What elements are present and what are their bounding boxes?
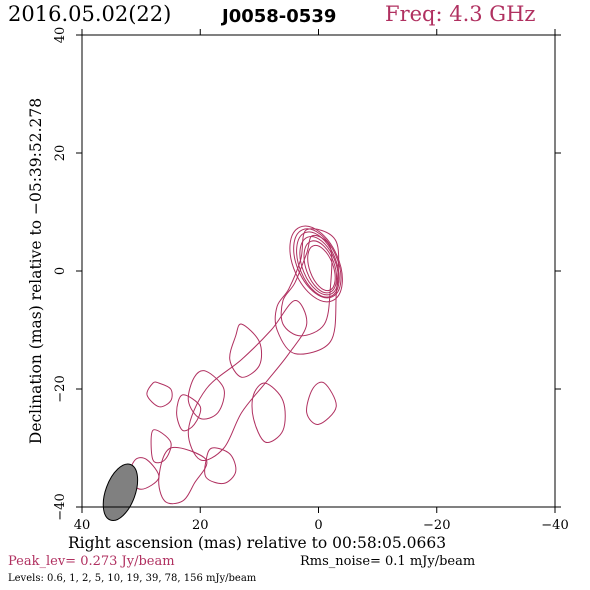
jet-contour bbox=[146, 381, 173, 408]
jet-contour bbox=[280, 234, 333, 337]
jet-contour bbox=[187, 370, 225, 420]
beam-group bbox=[102, 463, 139, 521]
y-tick-label: 0 bbox=[53, 267, 68, 275]
x-tick-label: 20 bbox=[192, 518, 209, 533]
peak-level: Peak_lev= 0.273 Jy/beam bbox=[8, 554, 175, 569]
core-contour bbox=[307, 244, 336, 292]
contour-group bbox=[128, 225, 343, 505]
jet-contour bbox=[187, 300, 308, 461]
jet-contour bbox=[176, 394, 202, 432]
jet-contour bbox=[150, 429, 172, 464]
jet-contour bbox=[274, 228, 340, 355]
rms-noise: Rms_noise= 0.1 mJy/beam bbox=[300, 554, 476, 569]
y-tick-label: 20 bbox=[53, 145, 68, 162]
jet-contour bbox=[229, 323, 263, 378]
tick-group: 40 20 0 −20 −40 −40 −20 0 20 40 bbox=[53, 27, 569, 533]
beam-ellipse bbox=[102, 463, 139, 521]
epoch-title: 2016.05.02(22) bbox=[8, 2, 172, 26]
x-tick-label: 0 bbox=[314, 518, 322, 533]
core-contour bbox=[293, 228, 342, 299]
y-tick-label: −40 bbox=[53, 493, 68, 520]
y-axis-label: Declination (mas) relative to −05:39:52.… bbox=[27, 97, 45, 445]
core-contour bbox=[296, 231, 340, 298]
x-tick-label: −20 bbox=[423, 518, 450, 533]
y-tick-label: 40 bbox=[53, 27, 68, 44]
source-name: J0058-0539 bbox=[222, 6, 337, 27]
plot-frame bbox=[81, 34, 556, 508]
jet-contour bbox=[251, 382, 286, 443]
y-tick-label: −20 bbox=[53, 375, 68, 402]
contour-levels: Levels: 0.6, 1, 2, 5, 10, 19, 39, 78, 15… bbox=[8, 573, 257, 584]
jet-contour bbox=[204, 447, 237, 485]
x-tick-label: 40 bbox=[74, 518, 91, 533]
frequency-label: Freq: 4.3 GHz bbox=[385, 2, 536, 26]
jet-contour bbox=[306, 381, 337, 425]
x-tick-label: −40 bbox=[541, 518, 568, 533]
core-contour bbox=[299, 236, 339, 296]
x-axis-label: Right ascension (mas) relative to 00:58:… bbox=[68, 534, 447, 552]
jet-contour bbox=[158, 446, 208, 505]
